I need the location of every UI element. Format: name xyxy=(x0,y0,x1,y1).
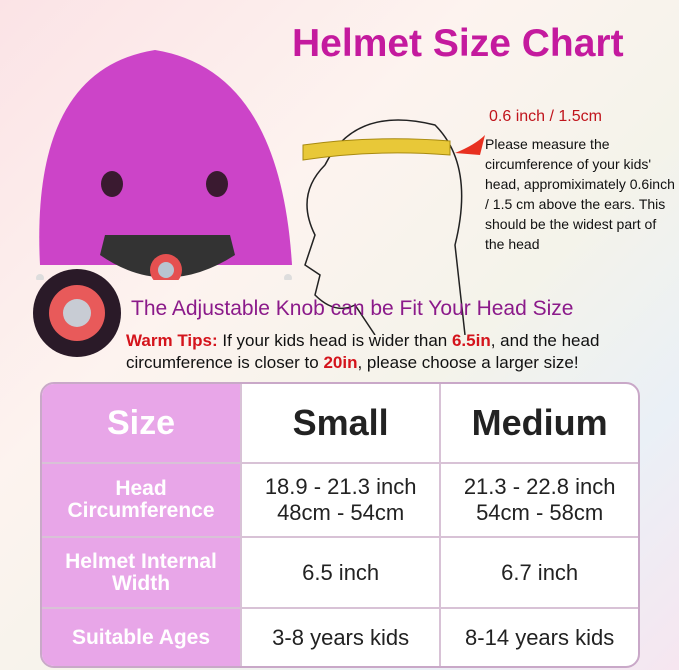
cell-medium: 21.3 - 22.8 inch 54cm - 58cm xyxy=(441,464,638,538)
row-label: Suitable Ages xyxy=(42,609,242,666)
page-title: Helmet Size Chart xyxy=(292,22,624,65)
table-row: Helmet Internal Width 6.5 inch 6.7 inch xyxy=(42,538,638,609)
cell-medium: 8-14 years kids xyxy=(465,624,615,650)
header-small: Small xyxy=(242,384,442,464)
cell-small: 18.9 - 21.3 inch 48cm - 54cm xyxy=(242,464,442,538)
cell-medium: 6.7 inch xyxy=(441,538,638,609)
tips-width-value: 6.5in xyxy=(451,331,491,350)
helmet-image xyxy=(36,50,292,280)
tips-text: , please choose a larger size! xyxy=(357,353,579,372)
adjustable-knob-image xyxy=(33,269,121,357)
head-measurement-illustration xyxy=(302,119,485,335)
header-size: Size xyxy=(42,384,242,464)
size-table: Size Small Medium Head Circumference 18.… xyxy=(40,382,640,668)
adjustable-knob-caption: The Adjustable Knob can be Fit Your Head… xyxy=(131,297,574,320)
tips-text: , and the head circumference is closer t… xyxy=(126,331,600,372)
row-label: Head Circumference xyxy=(42,464,242,538)
tips-text: If your kids head is wider than xyxy=(217,331,452,350)
table-row: Head Circumference 18.9 - 21.3 inch 48cm … xyxy=(42,464,638,538)
measure-instructions: Please measure the circumference of your… xyxy=(485,136,675,252)
warm-tips: Warm Tips: If your kids head is wider th… xyxy=(126,330,671,374)
cell-small: 3-8 years kids xyxy=(242,609,442,666)
warm-tips-label: Warm Tips: xyxy=(126,331,218,350)
cell-small: 6.5 inch xyxy=(242,538,442,609)
tips-circumference-value: 20in xyxy=(323,353,358,372)
table-header-row: Size Small Medium xyxy=(42,384,638,464)
header-medium: Medium xyxy=(441,384,638,464)
table-row: Suitable Ages 3-8 years kids 8-14 years … xyxy=(42,609,638,666)
measure-offset-label: 0.6 inch / 1.5cm xyxy=(489,108,602,125)
row-label: Helmet Internal Width xyxy=(42,538,242,609)
